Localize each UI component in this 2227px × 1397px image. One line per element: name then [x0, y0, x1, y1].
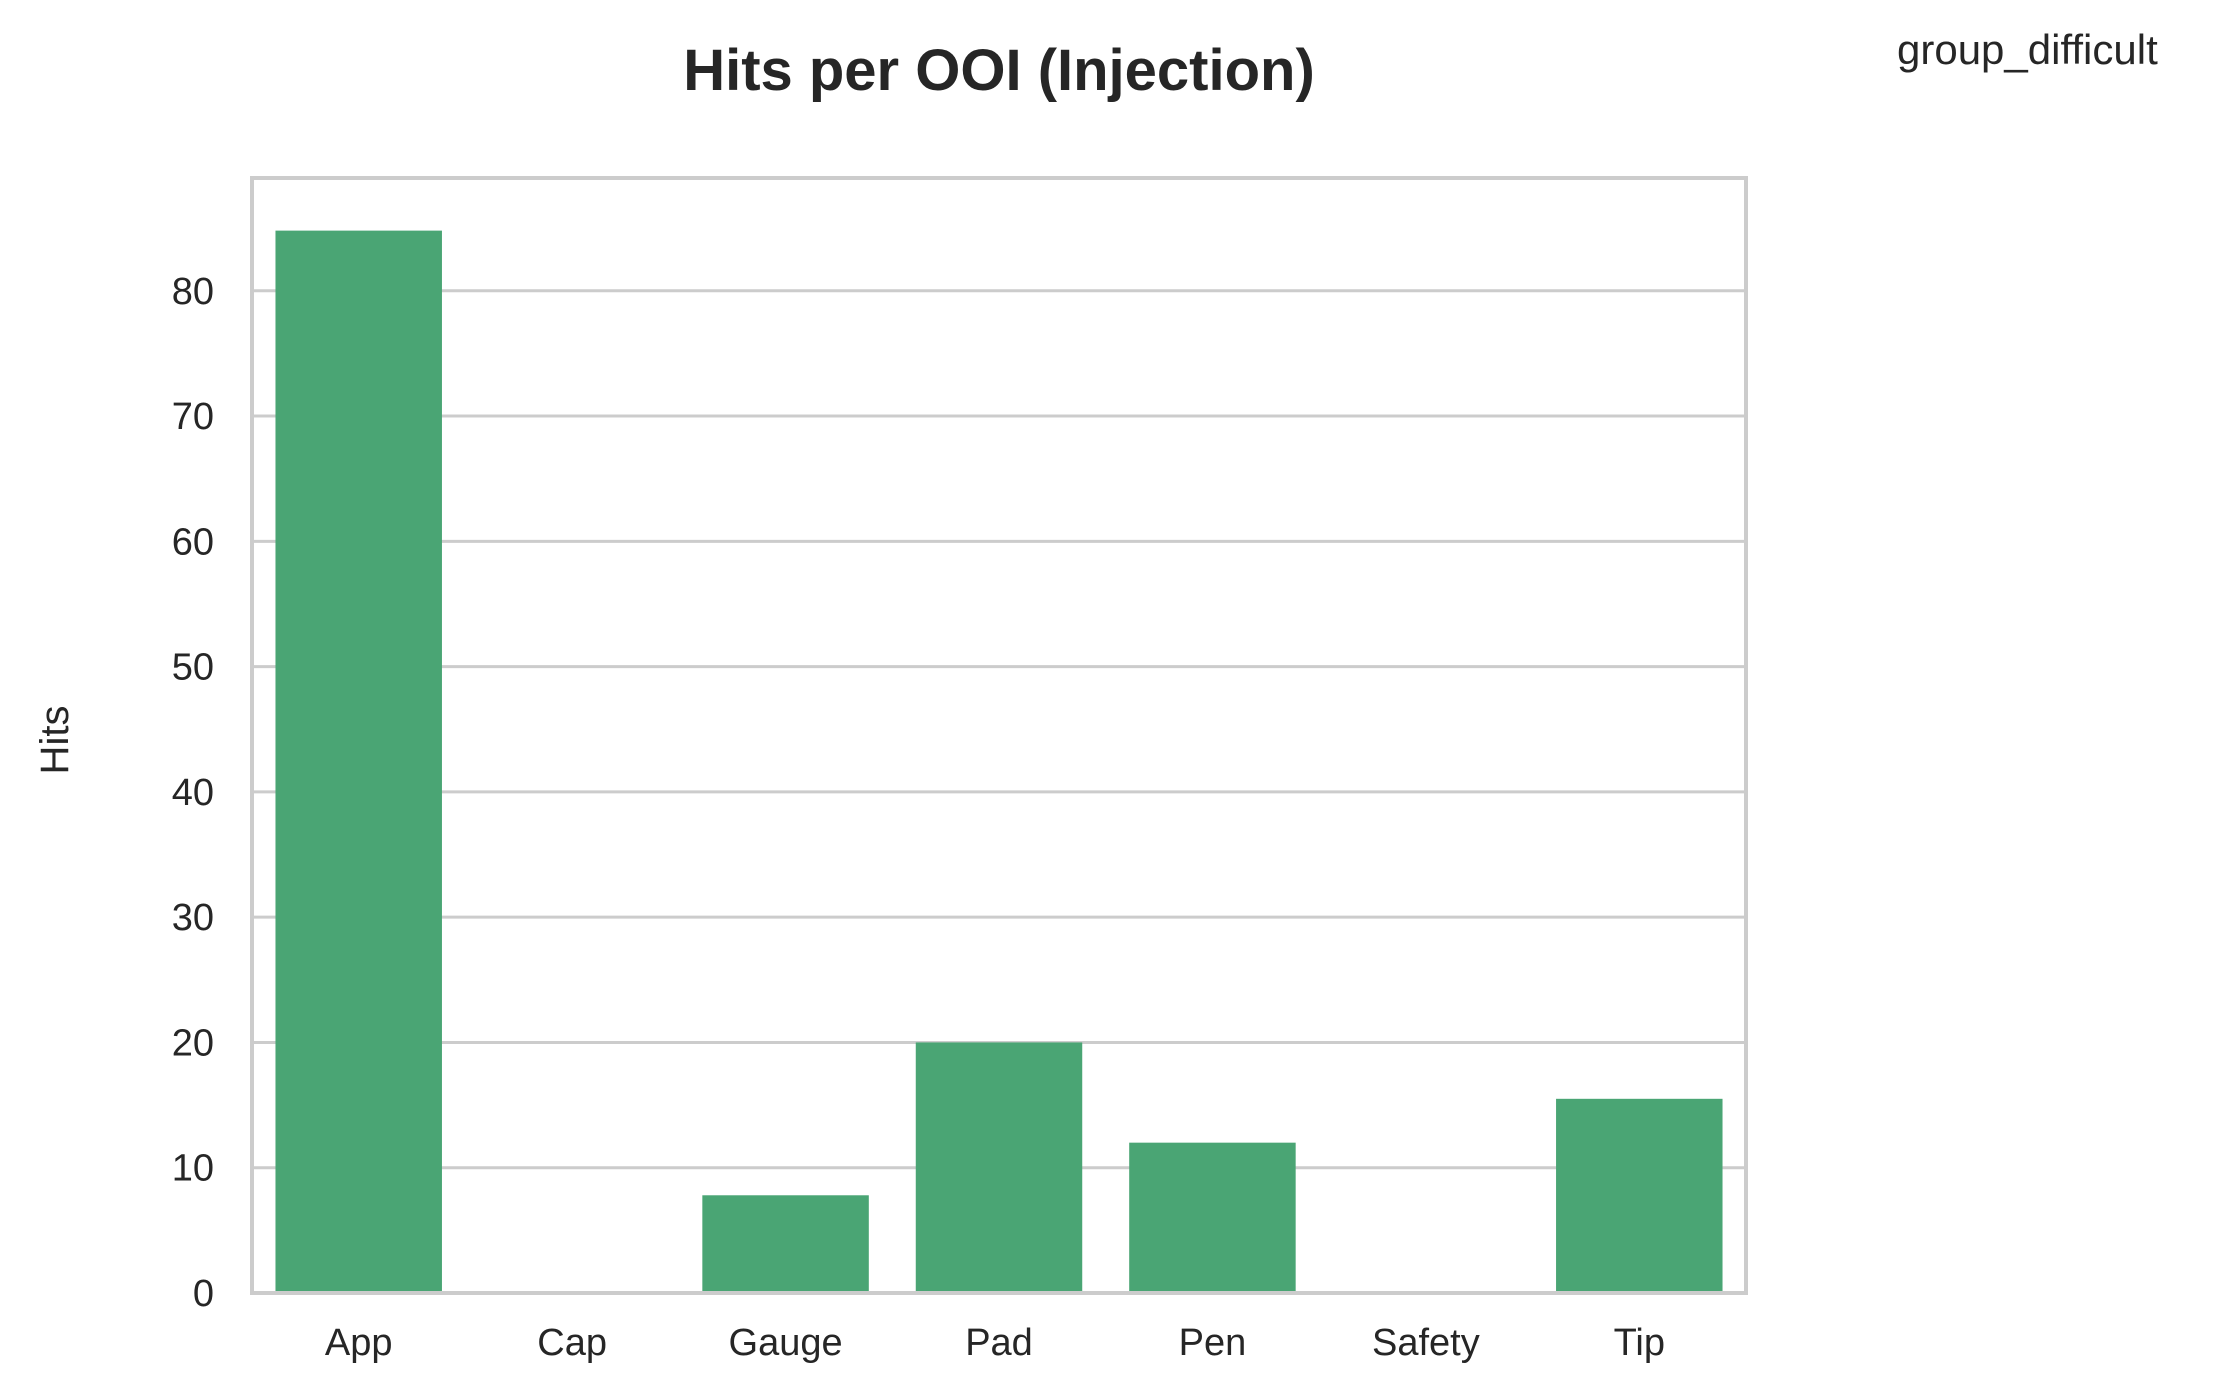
x-tick-label-pad: Pad [965, 1322, 1033, 1364]
legend-title: group_difficult [1897, 26, 2158, 73]
bar-gauge [702, 1195, 869, 1293]
y-tick-label: 60 [172, 521, 214, 563]
x-tick-label-app: App [325, 1322, 393, 1364]
bar-pen [1129, 1142, 1296, 1293]
y-tick-label: 70 [172, 396, 214, 438]
y-tick-label: 30 [172, 897, 214, 939]
bar-app [275, 230, 442, 1294]
x-tick-label-cap: Cap [537, 1322, 607, 1364]
bar-pad [915, 1042, 1083, 1293]
y-tick-label: 40 [172, 772, 214, 814]
bars [275, 230, 1723, 1294]
bar-tip [1556, 1098, 1723, 1293]
x-tick-label-tip: Tip [1614, 1322, 1665, 1364]
x-tick-labels: App Cap Gauge Pad Pen Safety Tip [325, 1322, 1665, 1364]
y-tick-label: 10 [172, 1148, 214, 1190]
gridlines [252, 289, 1746, 1170]
y-tick-label: 50 [172, 647, 214, 689]
y-tick-label: 0 [193, 1273, 214, 1315]
y-tick-label: 80 [172, 271, 214, 313]
x-tick-label-pen: Pen [1179, 1322, 1247, 1364]
y-tick-labels: 0 10 20 30 40 50 60 70 80 [172, 271, 214, 1315]
x-tick-label-gauge: Gauge [729, 1322, 843, 1364]
y-axis-label: Hits [33, 706, 77, 775]
plot-frame [250, 176, 1748, 1295]
x-tick-label-safety: Safety [1372, 1322, 1480, 1364]
y-tick-label: 20 [172, 1022, 214, 1064]
chart-title: Hits per OOI (Injection) [683, 38, 1315, 103]
